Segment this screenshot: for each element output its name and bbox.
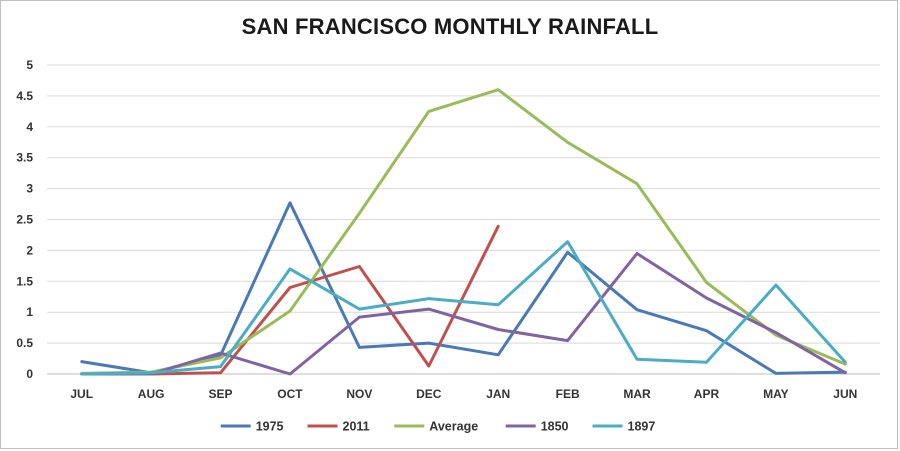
x-tick-label: AUG [138,387,165,401]
x-tick-label: DEC [416,387,442,401]
legend-label: 2011 [343,420,370,434]
x-tick-label: SEP [209,387,233,401]
x-tick-label: JAN [486,387,510,401]
legend-label: 1850 [541,420,569,434]
y-tick-label: 0.5 [16,336,33,350]
y-tick-label: 2 [26,243,33,257]
x-tick-label: APR [694,387,720,401]
gridlines [47,64,880,375]
y-tick-label: 2.5 [16,213,33,227]
y-tick-label: 1 [26,305,33,319]
y-axis-ticks: 0 0.5 1 1.5 2 2.5 3 3.5 4 4.5 5 [16,58,33,381]
series-line-1850 [80,252,847,376]
y-tick-label: 4.5 [16,89,33,103]
y-tick-label: 4 [26,120,33,134]
x-tick-label: JUN [833,387,857,401]
x-tick-label: NOV [346,387,372,401]
x-tick-label: MAR [623,387,651,401]
chart-title: SAN FRANCISCO MONTHLY RAINFALL [241,14,659,39]
legend-label: 1975 [256,420,284,434]
series-line-1975 [80,201,847,375]
series-line-1897 [80,240,847,376]
y-tick-label: 3.5 [16,151,33,165]
x-tick-label: JUL [70,387,93,401]
y-tick-label: 5 [26,58,33,72]
y-tick-label: 0 [26,367,33,381]
x-axis-ticks: JUL AUG SEP OCT NOV DEC JAN FEB MAR APR MAY JUN [70,387,857,401]
legend-label: 1897 [628,420,656,434]
x-tick-label: MAY [763,387,789,401]
legend: 1975 2011 Average 1850 1897 [220,420,656,434]
y-tick-label: 1.5 [16,274,33,288]
series-line-average [80,88,847,375]
x-tick-label: OCT [277,387,303,401]
x-tick-label: FEB [556,387,580,401]
y-tick-label: 3 [26,182,33,196]
series-lines [80,88,847,376]
legend-label: Average [429,420,478,434]
